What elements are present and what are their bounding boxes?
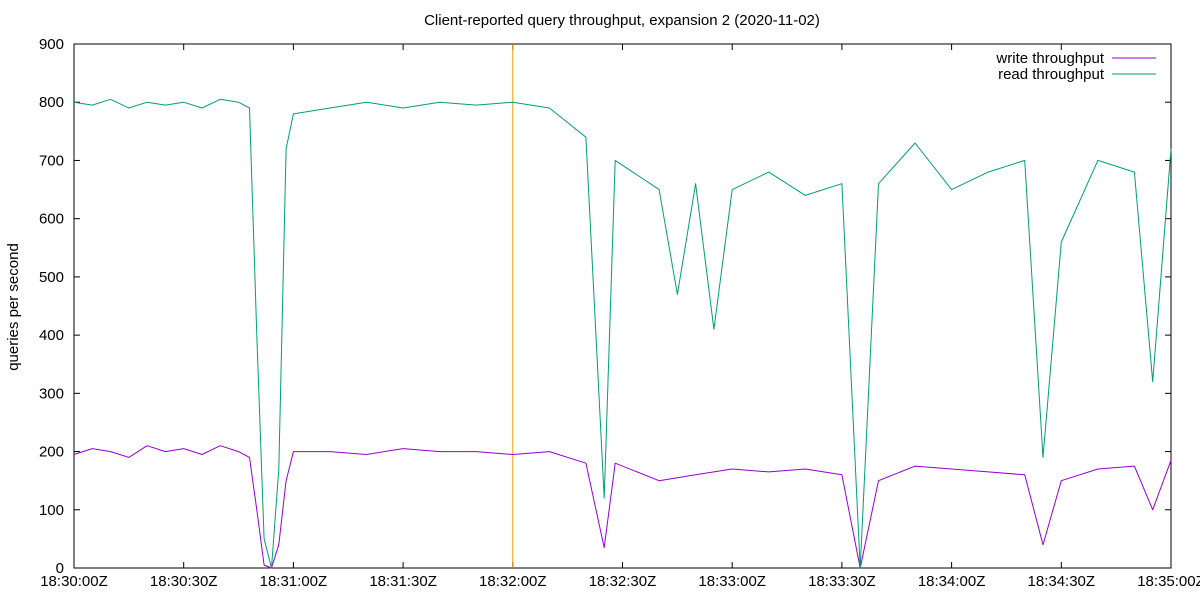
x-tick-label: 18:32:00Z — [479, 573, 547, 590]
y-tick-label: 700 — [39, 152, 64, 169]
series-layer — [73, 98, 1172, 569]
y-tick-label: 100 — [39, 502, 64, 519]
y-axis-label-group: queries per second — [5, 243, 22, 371]
x-tick-label: 18:31:30Z — [369, 573, 437, 590]
legend-label: read throughput — [998, 66, 1105, 83]
y-tick-label: 300 — [39, 385, 64, 402]
series-line-read-throughput — [73, 98, 1172, 569]
series-line-write-throughput — [73, 445, 1172, 569]
y-tick-label: 0 — [56, 560, 64, 577]
x-tick-label: 18:32:30Z — [589, 573, 657, 590]
y-tick-label: 600 — [39, 211, 64, 228]
chart-title: Client-reported query throughput, expans… — [424, 12, 820, 29]
y-tick-label: 500 — [39, 269, 64, 286]
y-tick-label: 400 — [39, 327, 64, 344]
x-tick-label: 18:30:00Z — [40, 573, 108, 590]
y-axis-label: queries per second — [5, 243, 22, 371]
y-tick-label: 200 — [39, 444, 64, 461]
x-tick-label: 18:34:30Z — [1028, 573, 1096, 590]
y-tick-label: 800 — [39, 94, 64, 111]
x-tick-label: 18:31:00Z — [260, 573, 328, 590]
x-tick-label: 18:33:00Z — [698, 573, 766, 590]
x-tick-label: 18:33:30Z — [808, 573, 876, 590]
legend-label: write throughput — [995, 50, 1104, 67]
plot-frame — [73, 43, 1172, 569]
x-tick-label: 18:30:30Z — [150, 573, 218, 590]
y-tick-label: 900 — [39, 36, 64, 53]
x-tick-label: 18:34:00Z — [918, 573, 986, 590]
x-axis-ticks: 18:30:00Z 18:30:30Z 18:31:00Z 18:31:30Z 18:3… — [40, 44, 1200, 590]
y-axis-ticks: 0 100 200 300 400 500 600 700 800 900 — [39, 36, 1171, 577]
x-tick-label: 18:35:00Z — [1137, 573, 1200, 590]
